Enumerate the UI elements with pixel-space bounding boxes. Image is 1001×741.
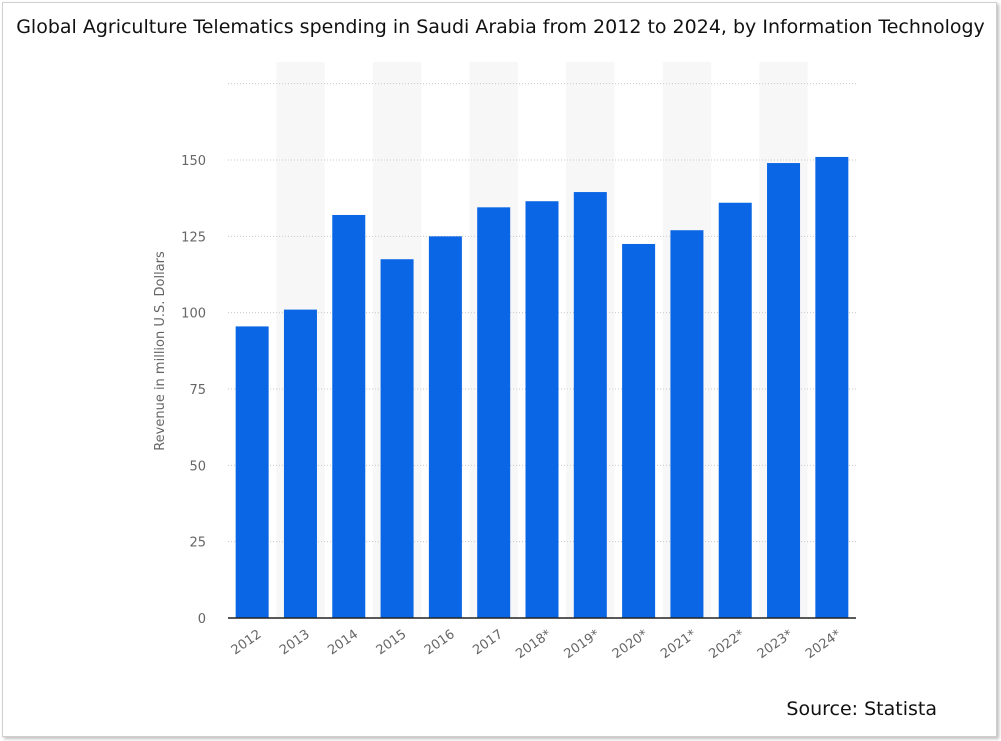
x-tick-label: 2018* <box>513 627 554 662</box>
x-tick-label: 2015 <box>374 627 410 658</box>
x-tick-label: 2024* <box>803 627 844 662</box>
x-tick-label: 2017 <box>470 627 506 658</box>
y-tick-label: 150 <box>181 154 206 169</box>
y-axis-label: Revenue in million U.S. Dollars <box>153 251 168 451</box>
x-tick-label: 2013 <box>277 627 313 658</box>
bar <box>670 230 704 618</box>
bar <box>428 236 462 619</box>
x-tick-label: 2021* <box>658 627 699 662</box>
bar <box>235 326 269 618</box>
x-tick-label: 2023* <box>755 627 796 662</box>
bar <box>477 207 511 618</box>
bar <box>332 214 366 618</box>
x-tick-label: 2019* <box>562 627 603 662</box>
x-tick-label: 2022* <box>706 627 747 662</box>
y-tick-label: 75 <box>189 383 206 398</box>
bar <box>525 201 559 618</box>
y-tick-label: 0 <box>198 612 206 627</box>
x-tick-label: 2016 <box>422 627 458 658</box>
chart-title: Global Agriculture Telematics spending i… <box>16 16 985 38</box>
y-tick-label: 125 <box>181 230 206 245</box>
bar <box>815 156 849 619</box>
bar <box>622 243 656 618</box>
x-tick-label: 2020* <box>610 627 651 662</box>
bar <box>573 192 607 618</box>
bar <box>718 202 752 618</box>
x-tick-label: 2012 <box>229 627 265 658</box>
bar <box>283 309 317 618</box>
y-tick-label: 25 <box>189 536 206 551</box>
x-tick-label: 2014 <box>325 627 361 658</box>
source-label: Source: Statista <box>786 698 937 720</box>
y-tick-label: 100 <box>181 307 206 322</box>
y-tick-label: 50 <box>189 459 206 474</box>
bar <box>767 163 801 618</box>
bar <box>380 259 414 618</box>
